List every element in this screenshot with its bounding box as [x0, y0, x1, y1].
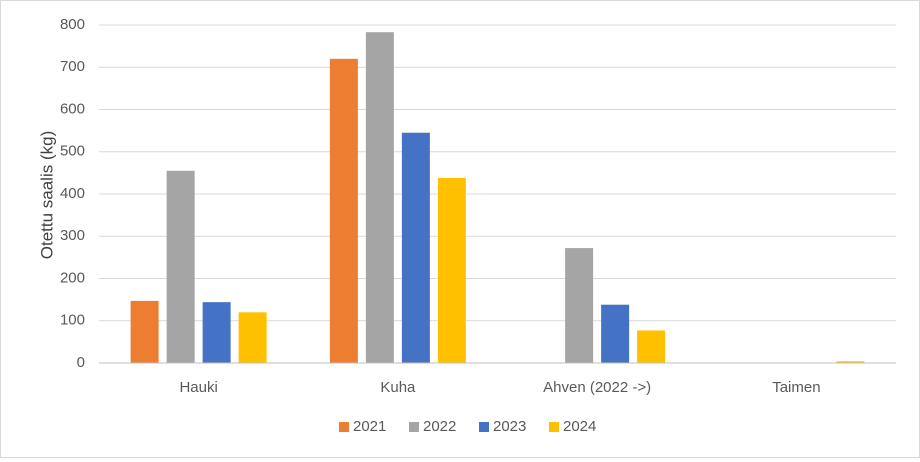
- legend: 2021 2022 2023 2024: [339, 418, 596, 435]
- x-category-label: Kuha: [380, 379, 416, 396]
- y-tick-label: 400: [60, 185, 85, 202]
- bar: [437, 177, 466, 363]
- bar: [836, 361, 865, 363]
- y-tick-label: 0: [77, 354, 85, 371]
- bar: [238, 312, 267, 363]
- bar: [202, 302, 231, 363]
- y-tick-label: 600: [60, 100, 85, 117]
- bar: [130, 300, 159, 363]
- y-tick-label: 100: [60, 312, 85, 329]
- y-tick-label: 500: [60, 143, 85, 160]
- x-category-label: Taimen: [772, 379, 820, 396]
- legend-item: 2022: [409, 418, 456, 435]
- x-category-label: Hauki: [179, 379, 217, 396]
- bar: [401, 132, 430, 363]
- legend-swatch: [409, 422, 419, 432]
- legend-swatch: [339, 422, 349, 432]
- y-tick-label: 800: [60, 16, 85, 33]
- legend-item: 2021: [339, 418, 386, 435]
- legend-label: 2022: [423, 418, 456, 435]
- gridlines: [99, 24, 896, 322]
- bar: [601, 304, 630, 363]
- y-tick-labels: 0 100 200 300 400 500 600 700 800: [60, 16, 85, 371]
- legend-swatch: [479, 422, 489, 432]
- legend-label: 2024: [563, 418, 596, 435]
- bars: [130, 32, 865, 364]
- y-tick-label: 300: [60, 227, 85, 244]
- legend-label: 2023: [493, 418, 526, 435]
- bar: [329, 58, 358, 364]
- x-category-labels: Hauki Kuha Ahven (2022 ->) Taimen: [179, 379, 820, 396]
- legend-swatch: [549, 422, 559, 432]
- bar: [637, 330, 666, 363]
- x-category-label: Ahven (2022 ->): [543, 379, 651, 396]
- bar: [166, 170, 195, 363]
- y-tick-label: 700: [60, 58, 85, 75]
- legend-item: 2023: [479, 418, 526, 435]
- y-tick-label: 200: [60, 269, 85, 286]
- legend-item: 2024: [549, 418, 596, 435]
- y-axis-title: Otettu saalis (kg): [37, 131, 56, 260]
- bar: [565, 248, 594, 363]
- legend-label: 2021: [353, 418, 386, 435]
- bar: [365, 32, 394, 364]
